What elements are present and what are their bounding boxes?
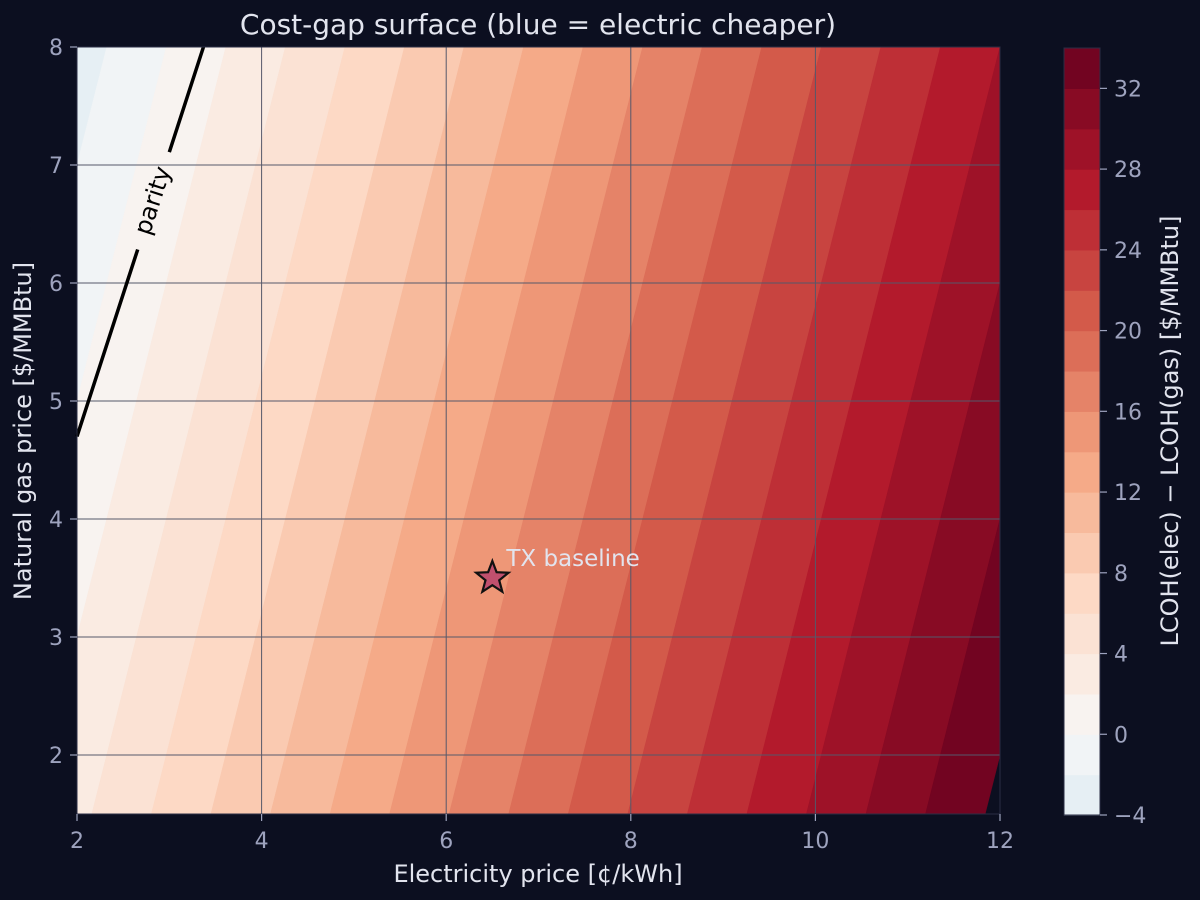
- y-tick-label: 8: [49, 36, 63, 61]
- colorbar-segment: [1064, 411, 1100, 453]
- colorbar-segment: [1064, 209, 1100, 251]
- colorbar-segment: [1064, 290, 1100, 332]
- contour-band: [389, 47, 644, 814]
- contour-band: [746, 47, 1000, 814]
- colorbar-segment: [1064, 249, 1100, 291]
- y-axis-ticks: 2 3 4 5 6 7 8: [49, 36, 77, 769]
- colorbar: −4 0 4 8 12 16 20 24 28 32: [1063, 47, 1146, 829]
- y-tick-label: 2: [49, 744, 63, 769]
- annotation-label: TX baseline: [505, 546, 639, 572]
- chart-title: Cost-gap surface (blue = electric cheape…: [240, 8, 836, 41]
- y-tick-label: 3: [49, 626, 63, 651]
- x-tick-label: 2: [70, 829, 84, 854]
- colorbar-tick-label: 32: [1114, 77, 1142, 102]
- contour-band: [151, 47, 405, 814]
- colorbar-segment: [1064, 693, 1100, 735]
- x-tick-label: 10: [801, 829, 829, 854]
- y-tick-label: 4: [49, 508, 63, 533]
- colorbar-frame: [1063, 47, 1101, 816]
- x-tick-label: 6: [439, 829, 453, 854]
- colorbar-segment: [1064, 128, 1100, 170]
- colorbar-segment: [1064, 653, 1100, 695]
- colorbar-tick-label: 12: [1114, 481, 1142, 506]
- contour-band: [687, 47, 941, 814]
- contour-fill: [77, 47, 1000, 814]
- y-tick-label: 5: [49, 390, 63, 415]
- colorbar-tick-label: 16: [1114, 400, 1142, 425]
- colorbar-label: LCOH(elec) − LCOH(gas) [$/MMBtu]: [1156, 215, 1184, 646]
- colorbar-segment: [1064, 492, 1100, 534]
- colorbar-segment: [1064, 613, 1100, 655]
- colorbar-segment: [1064, 572, 1100, 614]
- contour-band: [91, 47, 346, 814]
- colorbar-tick-label: 20: [1114, 320, 1142, 345]
- colorbar-segment: [1064, 774, 1100, 816]
- contour-band: [925, 518, 1000, 814]
- x-axis-ticks: 2 4 6 8 10 12: [70, 814, 1014, 854]
- x-tick-label: 12: [986, 829, 1014, 854]
- y-tick-label: 7: [49, 154, 63, 179]
- colorbar-segment: [1064, 532, 1100, 574]
- x-tick-label: 4: [255, 829, 269, 854]
- colorbar-segment: [1064, 734, 1100, 776]
- contour-band: [806, 47, 1000, 814]
- colorbar-segment: [1064, 48, 1100, 89]
- contour-band: [567, 47, 822, 814]
- colorbar-tick-label: 4: [1114, 643, 1128, 668]
- y-tick-label: 6: [49, 272, 63, 297]
- colorbar-segment: [1064, 370, 1100, 412]
- colorbar-tick-label: 8: [1114, 562, 1128, 587]
- contour-band: [627, 47, 882, 814]
- contour-band: [865, 282, 1000, 814]
- colorbar-segment: [1064, 88, 1100, 130]
- star-marker: [473, 557, 512, 595]
- colorbar-tick-label: 0: [1114, 723, 1128, 748]
- colorbar-segment: [1064, 169, 1100, 211]
- contour-band: [448, 47, 703, 814]
- tx-baseline-annotation: TX baseline: [473, 546, 640, 595]
- colorbar-segment: [1064, 330, 1100, 372]
- parity-line-upper: [167, 46, 206, 153]
- contour-band: [210, 47, 465, 814]
- x-tick-label: 8: [624, 829, 638, 854]
- colorbar-segment: [1064, 451, 1100, 493]
- parity-line-lower: [75, 248, 140, 437]
- colorbar-tick-label: 28: [1114, 158, 1142, 183]
- colorbar-tick-label: 24: [1114, 239, 1142, 264]
- x-axis-label: Electricity price [¢/kWh]: [393, 860, 682, 888]
- contour-band: [270, 47, 524, 814]
- contour-band: [77, 47, 286, 814]
- plot-frame: [76, 46, 1001, 815]
- contour-band: [329, 47, 584, 814]
- y-axis-label: Natural gas price [$/MMBtu]: [9, 262, 37, 600]
- contour-band: [508, 47, 763, 814]
- colorbar-tick-label: −4: [1114, 804, 1146, 829]
